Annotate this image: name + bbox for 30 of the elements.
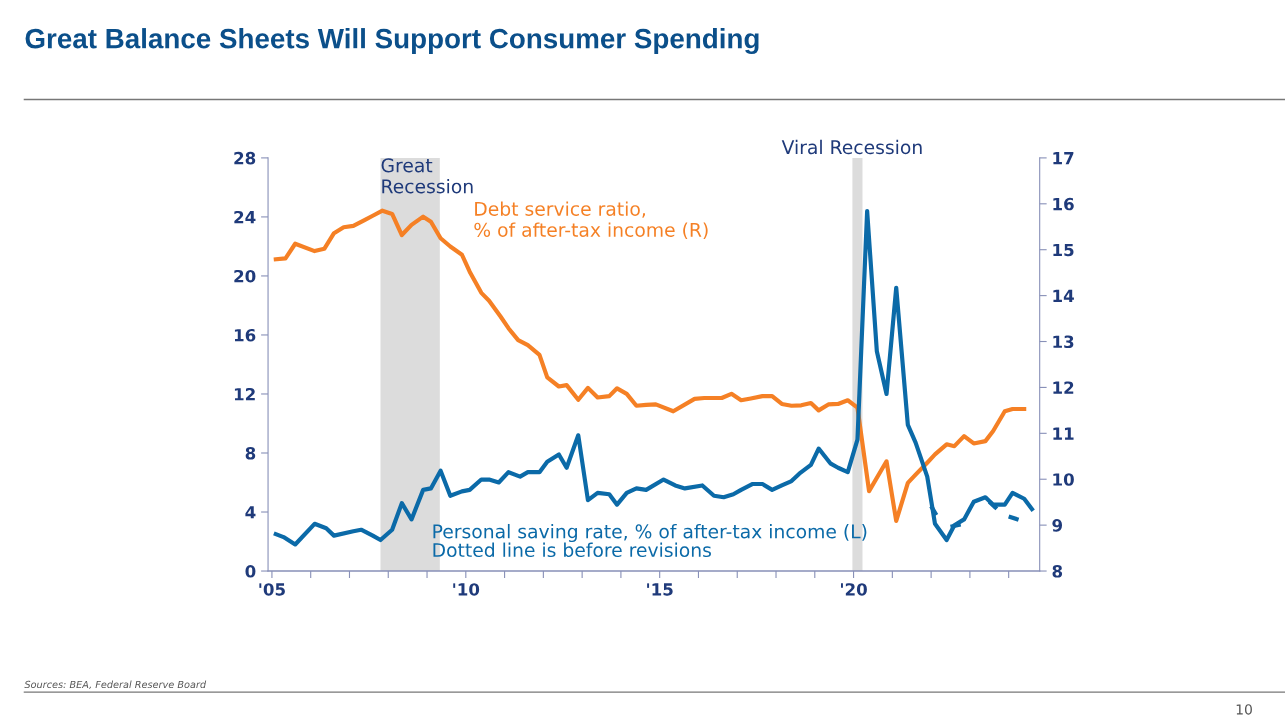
y2-tick-label: 16 — [1053, 197, 1074, 211]
y2-tick-label: 10 — [1053, 473, 1074, 486]
y-tick-label: 8 — [245, 446, 256, 460]
chart-title: Great Balance Sheets Will Support Consumer Spending — [25, 28, 759, 55]
annotation: Dotted line is before revisions — [433, 542, 711, 558]
x-tick-label: '20 — [841, 583, 867, 596]
band-label: Viral Recession — [781, 139, 922, 155]
y-tick-label: 20 — [234, 269, 256, 283]
x-tick-label: '05 — [259, 583, 285, 596]
y2-tick-label: 11 — [1053, 427, 1074, 440]
x-tick-label: '15 — [647, 583, 673, 596]
x-tick-label: '10 — [453, 583, 480, 596]
band-label: Great Recession — [381, 158, 473, 194]
series-label: Debt service ratio, % of after-tax income (R) — [474, 201, 708, 240]
series-label: Personal saving rate, % of after-tax income (L) — [433, 523, 867, 543]
y-tick-label: 0 — [245, 564, 256, 578]
y-tick-label: 16 — [234, 328, 256, 342]
y2-tick-label: 14 — [1053, 289, 1074, 302]
y-tick-label: 28 — [234, 151, 256, 165]
y2-tick-label: 15 — [1053, 243, 1074, 257]
source-note: Sources: BEA, Federal Reserve Board — [24, 680, 207, 690]
y2-tick-label: 9 — [1052, 519, 1063, 532]
y2-tick-label: 12 — [1053, 381, 1074, 394]
y2-tick-label: 8 — [1052, 564, 1063, 578]
y2-tick-label: 17 — [1053, 152, 1074, 165]
text: 10 — [1236, 704, 1252, 715]
y-tick-label: 12 — [234, 387, 255, 401]
y-tick-label: 24 — [234, 210, 256, 224]
y2-tick-label: 13 — [1053, 335, 1074, 349]
y-tick-label: 4 — [245, 506, 256, 519]
